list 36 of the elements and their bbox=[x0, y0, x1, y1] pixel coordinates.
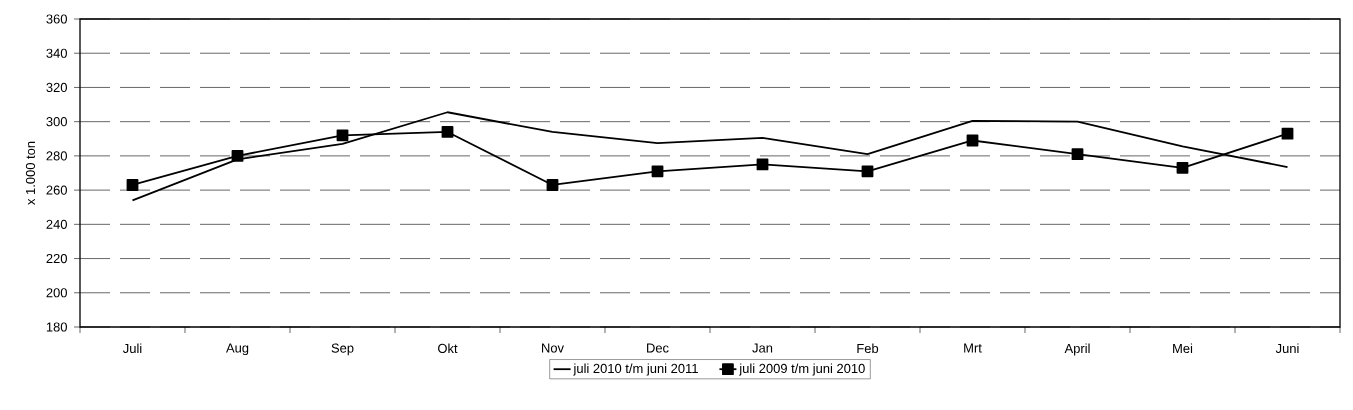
y-tick-label: 280 bbox=[46, 151, 67, 161]
y-tick-label: 360 bbox=[46, 14, 67, 24]
y-axis-title: x 1.000 ton bbox=[25, 141, 36, 205]
point bbox=[336, 129, 349, 142]
line-series bbox=[131, 111, 1289, 202]
x-tick-label: Aug bbox=[226, 343, 249, 356]
x-tick-label: Mrt bbox=[964, 343, 982, 353]
point bbox=[861, 165, 874, 178]
y-tick-label: 300 bbox=[46, 117, 67, 127]
y-tick-label: 260 bbox=[46, 185, 67, 195]
y-tick-label: 220 bbox=[46, 253, 67, 264]
x-tick-label: Okt bbox=[438, 343, 458, 354]
x-tick-label: Sep bbox=[331, 343, 354, 356]
x-tick-label: Juli bbox=[122, 343, 142, 354]
x-tick-label: April bbox=[1064, 343, 1090, 356]
point bbox=[1176, 161, 1189, 174]
y-tick-label: 180 bbox=[46, 322, 67, 332]
y-tick-label: 240 bbox=[46, 219, 67, 229]
legend-label: juli 2010 t/m juni 2011 bbox=[573, 363, 698, 376]
y-tick-label: 320 bbox=[46, 82, 67, 93]
point bbox=[126, 179, 139, 191]
point bbox=[546, 179, 559, 191]
x-tick-label: Mei bbox=[1173, 343, 1193, 354]
point bbox=[651, 165, 664, 178]
x-tick-label: Feb bbox=[857, 343, 879, 354]
x-tick-label: Dec bbox=[647, 343, 669, 353]
x-tick-label: Nov bbox=[542, 343, 564, 353]
x-tick-label: Jan bbox=[752, 343, 773, 353]
y-tick-label: 200 bbox=[46, 288, 67, 298]
y-tick-label: 340 bbox=[46, 48, 67, 58]
legend-label: juli 2009 t/m juni 2010 bbox=[739, 363, 865, 376]
x-tick-label: Juni bbox=[1275, 343, 1299, 354]
point bbox=[1071, 148, 1084, 161]
point bbox=[1281, 127, 1294, 140]
point bbox=[231, 149, 244, 162]
point bbox=[441, 126, 454, 138]
